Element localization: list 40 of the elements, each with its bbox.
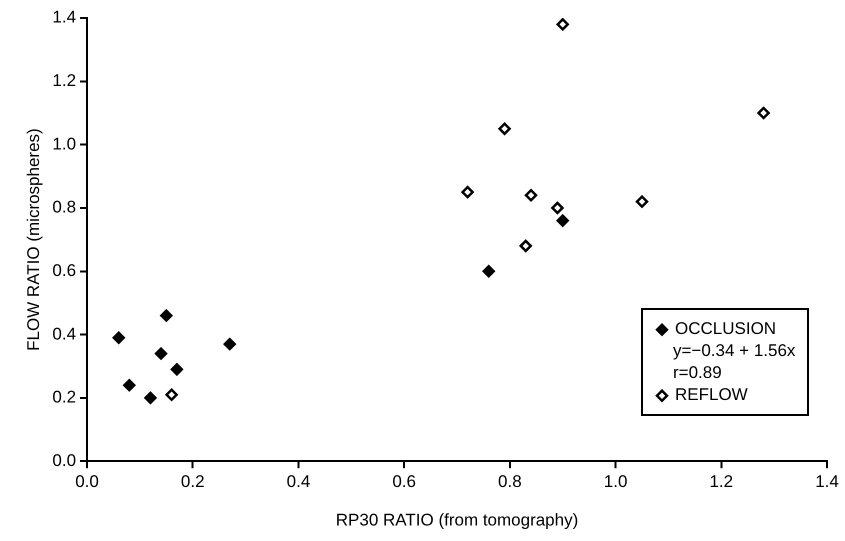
annotation: r=0.89 xyxy=(672,362,723,384)
x-tick-label: 0.6 xyxy=(392,472,416,492)
point xyxy=(165,388,178,401)
y-tick-label: 0.4 xyxy=(52,324,76,344)
legend-label: OCCLUSION xyxy=(675,319,776,338)
x-tick-label: 0.0 xyxy=(75,472,99,492)
x-tick-label: 1.4 xyxy=(815,472,839,492)
point xyxy=(498,122,511,136)
annotation: y=−0.34 + 1.56x xyxy=(672,340,796,362)
point xyxy=(519,240,532,252)
point xyxy=(757,106,770,120)
x-tick-label: 1.0 xyxy=(604,472,628,492)
point xyxy=(556,214,570,228)
point xyxy=(122,378,136,392)
y-tick-label: 1.4 xyxy=(52,8,76,27)
point xyxy=(556,18,569,31)
point xyxy=(461,186,474,198)
x-tick-label: 0.4 xyxy=(286,472,310,492)
point xyxy=(144,391,157,404)
x-axis-title: RP30 RATIO (from tomography) xyxy=(336,510,578,530)
point xyxy=(636,195,648,208)
point xyxy=(482,264,496,278)
x-tick-label: 1.2 xyxy=(709,472,734,492)
legend-label: REFLOW xyxy=(675,385,748,404)
x-tick-label: 0.2 xyxy=(180,472,205,492)
y-tick-label: 0.8 xyxy=(52,198,76,217)
y-tick-label: 0.6 xyxy=(52,260,76,280)
y-tick-label: 0.0 xyxy=(52,450,76,470)
x-tick-label: 0.8 xyxy=(498,472,522,492)
y-tick-label: 1.2 xyxy=(52,71,76,90)
point xyxy=(170,362,184,376)
point xyxy=(524,189,538,202)
point xyxy=(112,331,126,344)
point xyxy=(154,347,168,360)
point xyxy=(551,202,564,214)
point xyxy=(160,309,173,322)
y-tick-label: 1.0 xyxy=(52,134,76,154)
point xyxy=(223,338,236,351)
y-axis-title: FLOW RATIO (microspheres) xyxy=(24,128,43,351)
y-tick-label: 0.2 xyxy=(52,388,76,407)
